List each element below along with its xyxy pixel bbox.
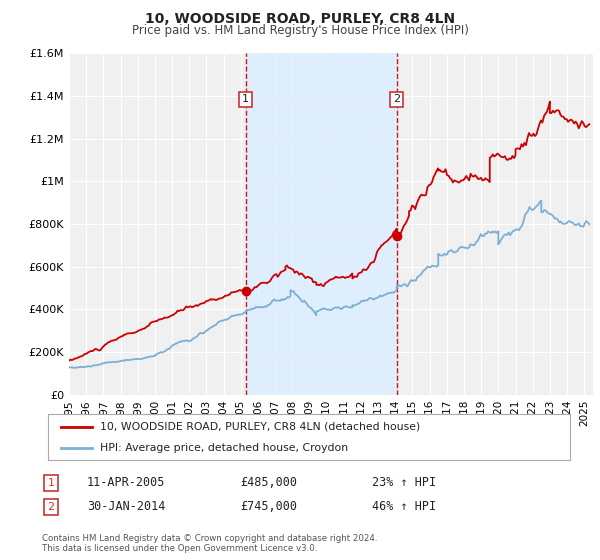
Text: HPI: Average price, detached house, Croydon: HPI: Average price, detached house, Croy…	[100, 443, 349, 453]
Text: 2: 2	[47, 502, 55, 512]
Text: £485,000: £485,000	[240, 476, 297, 489]
Text: 10, WOODSIDE ROAD, PURLEY, CR8 4LN: 10, WOODSIDE ROAD, PURLEY, CR8 4LN	[145, 12, 455, 26]
Text: Contains HM Land Registry data © Crown copyright and database right 2024.: Contains HM Land Registry data © Crown c…	[42, 534, 377, 543]
Text: 23% ↑ HPI: 23% ↑ HPI	[372, 476, 436, 489]
Text: 46% ↑ HPI: 46% ↑ HPI	[372, 500, 436, 514]
Text: 1: 1	[47, 478, 55, 488]
Text: This data is licensed under the Open Government Licence v3.0.: This data is licensed under the Open Gov…	[42, 544, 317, 553]
Text: £745,000: £745,000	[240, 500, 297, 514]
Text: 2: 2	[393, 94, 400, 104]
Text: 10, WOODSIDE ROAD, PURLEY, CR8 4LN (detached house): 10, WOODSIDE ROAD, PURLEY, CR8 4LN (deta…	[100, 422, 421, 432]
Text: Price paid vs. HM Land Registry's House Price Index (HPI): Price paid vs. HM Land Registry's House …	[131, 24, 469, 37]
Text: 30-JAN-2014: 30-JAN-2014	[87, 500, 166, 514]
Text: 1: 1	[242, 94, 249, 104]
Text: 11-APR-2005: 11-APR-2005	[87, 476, 166, 489]
Bar	[245, 53, 397, 395]
